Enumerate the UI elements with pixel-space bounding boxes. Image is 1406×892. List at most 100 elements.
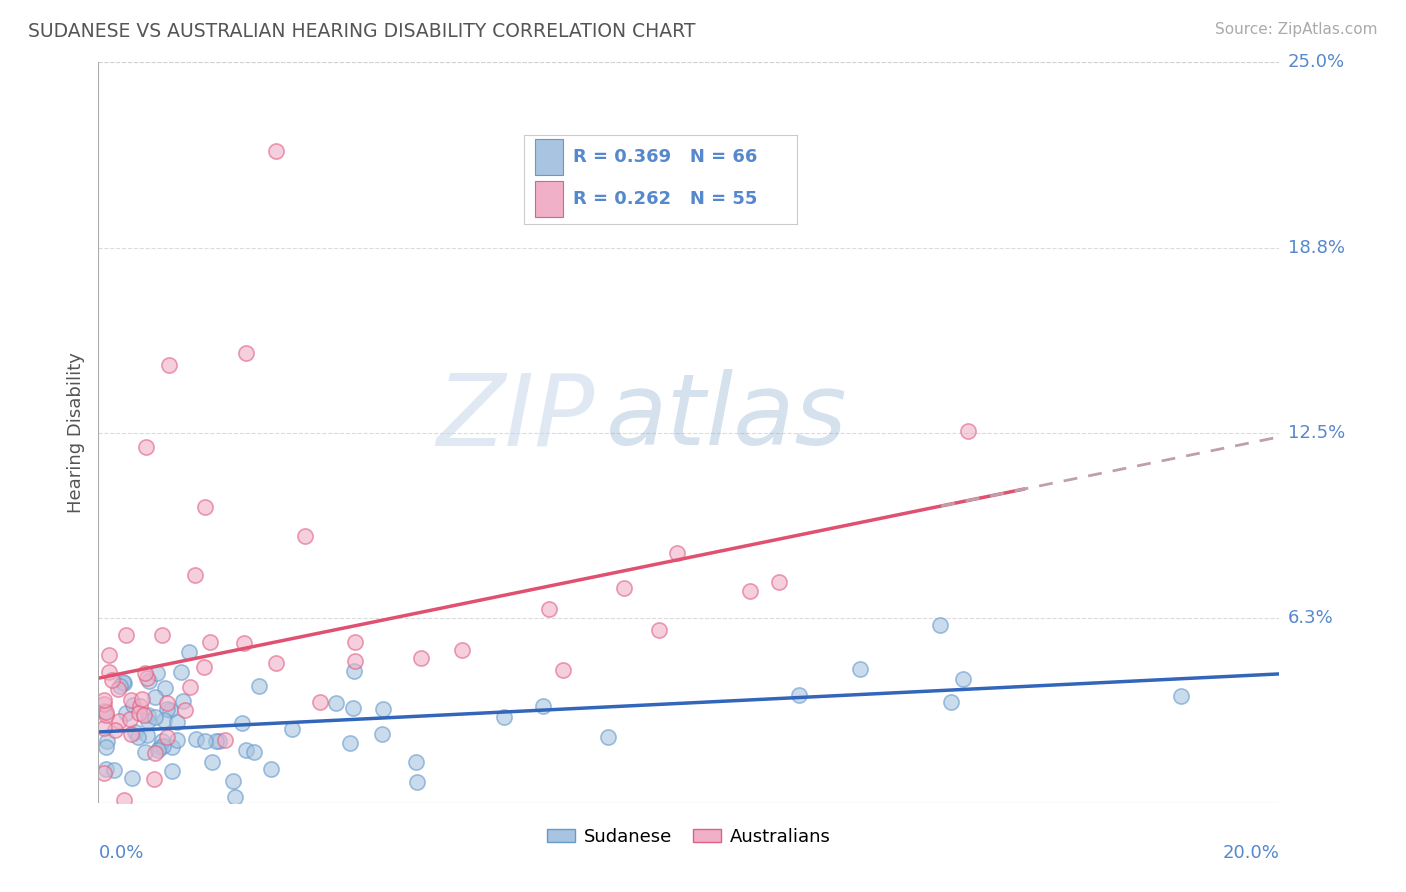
Point (214, 732, 236, 747)
Point (134, 665, 156, 680)
Point (97, 648, 120, 663)
Point (243, 745, 266, 759)
Point (598, 730, 620, 744)
Point (149, 740, 172, 755)
Point (177, 645, 200, 659)
Y-axis label: Hearing Disability: Hearing Disability (66, 352, 84, 513)
Text: 6.3%: 6.3% (1288, 608, 1333, 627)
Point (343, 654, 366, 668)
Point (162, 739, 184, 754)
Point (665, 546, 688, 560)
Point (114, 628, 136, 642)
Point (145, 690, 167, 704)
Point (108, 714, 131, 728)
Point (294, 529, 316, 543)
Point (115, 706, 138, 720)
Point (145, 666, 167, 681)
Point (135, 728, 157, 742)
Point (93, 704, 115, 718)
Point (343, 664, 366, 678)
Point (156, 702, 179, 716)
Point (97, 665, 120, 680)
Point (247, 679, 270, 693)
Point (152, 739, 174, 753)
Point (134, 708, 156, 723)
Point (768, 575, 790, 590)
Bar (536, 181, 562, 217)
Point (179, 680, 201, 694)
Point (111, 674, 134, 689)
Point (184, 568, 207, 582)
Point (93, 698, 115, 712)
Point (344, 635, 367, 649)
Point (169, 665, 191, 680)
Point (121, 771, 143, 785)
Point (131, 692, 153, 706)
Text: ZIP: ZIP (436, 369, 595, 467)
Point (1170, 689, 1192, 703)
Point (738, 584, 761, 599)
Point (93, 693, 115, 707)
Point (956, 424, 979, 438)
Point (222, 773, 245, 788)
Point (160, 764, 183, 778)
Point (143, 710, 166, 724)
Point (281, 722, 304, 736)
Point (142, 772, 165, 786)
Point (128, 699, 150, 714)
Point (166, 732, 188, 747)
Point (138, 674, 160, 689)
Point (150, 734, 173, 748)
Point (135, 671, 157, 685)
Point (787, 688, 810, 702)
Point (94, 705, 117, 719)
Text: atlas: atlas (606, 369, 848, 467)
Point (201, 755, 224, 769)
Text: SUDANESE VS AUSTRALIAN HEARING DISABILITY CORRELATION CHART: SUDANESE VS AUSTRALIAN HEARING DISABILIT… (28, 22, 696, 41)
Point (120, 693, 142, 707)
Point (450, 643, 472, 657)
Point (208, 734, 231, 748)
Point (94, 707, 117, 722)
Point (120, 727, 142, 741)
Text: 25.0%: 25.0% (1288, 54, 1346, 71)
Point (93, 766, 115, 780)
Point (104, 723, 127, 737)
Point (260, 762, 283, 776)
Point (112, 675, 135, 690)
Point (155, 681, 177, 695)
Point (194, 500, 217, 514)
Point (118, 712, 141, 726)
Text: 18.8%: 18.8% (1288, 238, 1344, 257)
Point (233, 636, 256, 650)
Point (157, 358, 180, 372)
Point (152, 713, 174, 727)
Point (127, 730, 149, 744)
Point (134, 745, 156, 759)
Point (264, 656, 287, 670)
Point (96, 762, 118, 776)
Point (103, 763, 125, 777)
Point (101, 673, 124, 687)
Point (150, 628, 173, 642)
Legend: Sudanese, Australians: Sudanese, Australians (540, 821, 838, 853)
Point (308, 695, 330, 709)
Text: 12.5%: 12.5% (1288, 424, 1346, 442)
Point (194, 734, 217, 748)
Point (235, 743, 257, 757)
Point (193, 660, 215, 674)
Point (371, 702, 394, 716)
Point (551, 663, 574, 677)
Point (205, 734, 228, 748)
Point (143, 747, 166, 761)
Text: Source: ZipAtlas.com: Source: ZipAtlas.com (1215, 22, 1378, 37)
Point (531, 699, 554, 714)
Point (494, 710, 516, 724)
Point (159, 702, 181, 716)
Text: 0.0%: 0.0% (98, 844, 143, 862)
Point (94, 740, 117, 755)
Point (406, 774, 429, 789)
Point (128, 706, 150, 720)
Point (613, 581, 636, 595)
Point (172, 694, 194, 708)
